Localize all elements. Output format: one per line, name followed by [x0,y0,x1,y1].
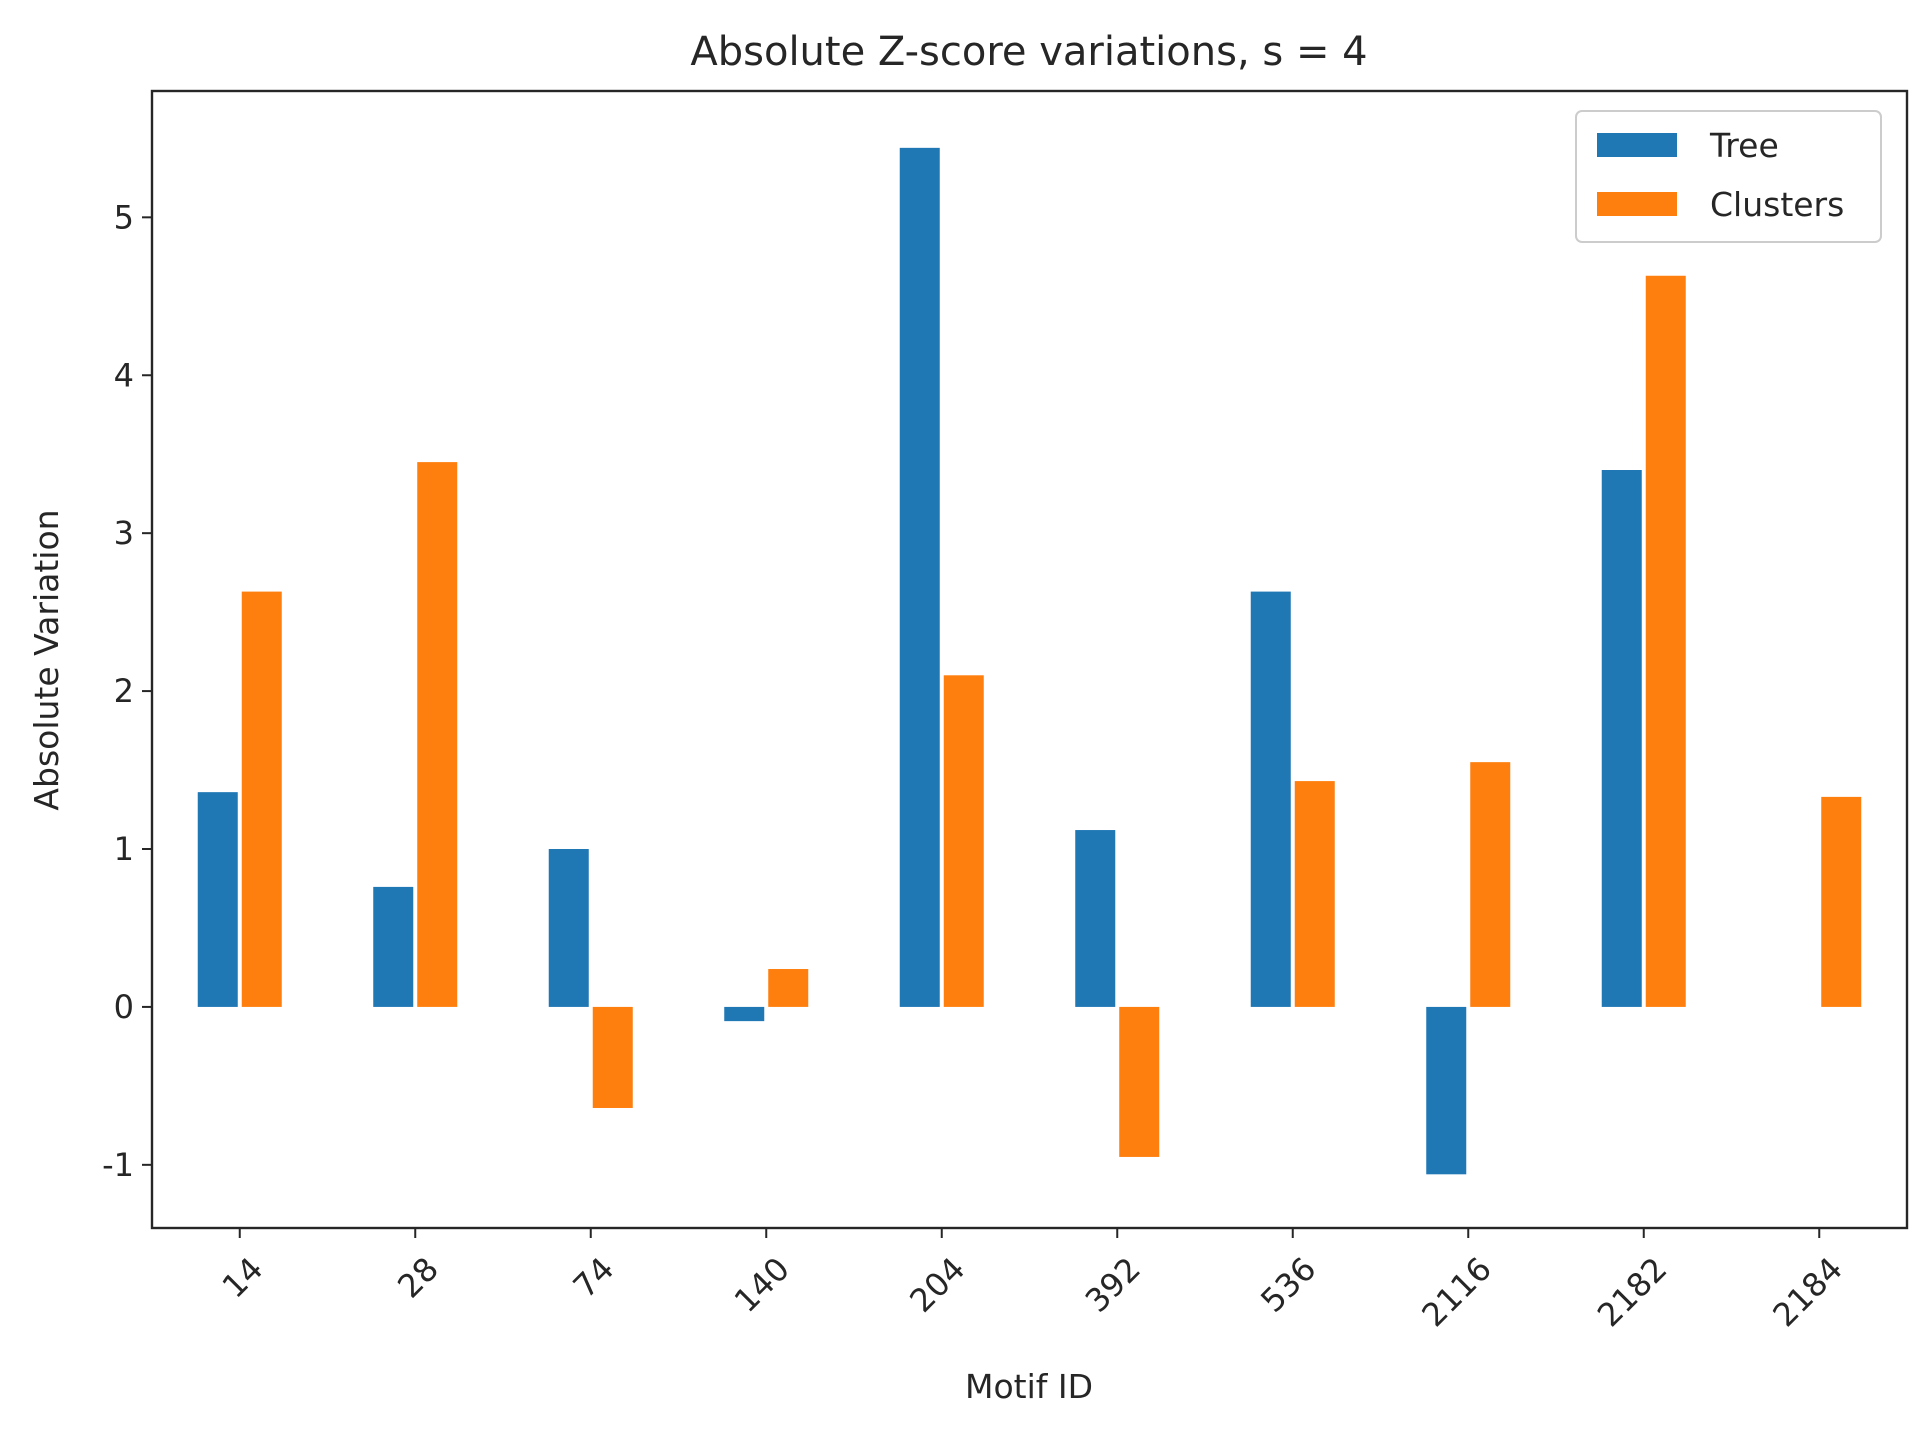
y-tick-label: 4 [114,356,134,394]
x-tick-label: 536 [1253,1250,1323,1320]
bar-tree-536 [1250,591,1291,1007]
x-tick-label: 2182 [1590,1250,1674,1334]
bar-clusters-204 [943,675,984,1007]
x-tick-label: 204 [902,1250,972,1320]
x-tick-label: 140 [727,1250,797,1320]
bar-clusters-2182 [1645,275,1686,1007]
chart-title: Absolute Z-score variations, s = 4 [690,29,1367,75]
x-tick-label: 392 [1078,1250,1148,1320]
bar-tree-140 [724,1006,765,1022]
bar-clusters-2116 [1470,762,1511,1007]
x-axis-ticks: 14 28 74 140 204 392 536 2116 2182 2184 [215,1228,1850,1334]
bar-clusters-2184 [1821,796,1862,1007]
bar-tree-28 [373,886,414,1007]
y-tick-label: 0 [114,988,134,1026]
x-tick-label: 28 [390,1250,446,1306]
plot-frame [150,89,1909,1230]
bar-clusters-28 [417,462,458,1007]
y-tick-label: 2 [114,672,134,710]
y-tick-label: -1 [102,1146,134,1184]
bar-clusters-74 [592,1006,633,1108]
bar-tree-2182 [1601,470,1642,1007]
y-tick-label: 5 [114,198,134,236]
bar-clusters-536 [1294,781,1335,1007]
bar-tree-392 [1075,830,1116,1007]
x-tick-label: 2184 [1765,1250,1849,1334]
bar-tree-14 [197,792,238,1007]
x-tick-label: 14 [215,1250,271,1306]
bar-tree-74 [548,849,589,1007]
legend: Tree Clusters [1575,110,1882,243]
bars-group [197,147,1862,1175]
x-tick-label: 74 [566,1250,622,1306]
bar-clusters-392 [1119,1006,1160,1157]
bar-tree-204 [899,147,940,1007]
legend-label-clusters: Clusters [1710,185,1844,224]
bar-clusters-140 [768,969,809,1007]
x-axis-label: Motif ID [965,1367,1093,1406]
legend-label-tree: Tree [1709,126,1779,165]
bar-clusters-14 [241,591,282,1007]
y-axis-ticks: -1 0 1 2 3 4 5 [102,198,152,1184]
y-axis-label: Absolute Variation [27,509,66,810]
y-tick-label: 1 [114,830,134,868]
bar-tree-2116 [1426,1006,1467,1175]
y-tick-label: 3 [114,514,134,552]
x-tick-label: 2116 [1414,1250,1498,1334]
plot-area [152,91,1907,1228]
legend-swatch-tree [1597,133,1677,157]
legend-swatch-clusters [1597,192,1677,216]
